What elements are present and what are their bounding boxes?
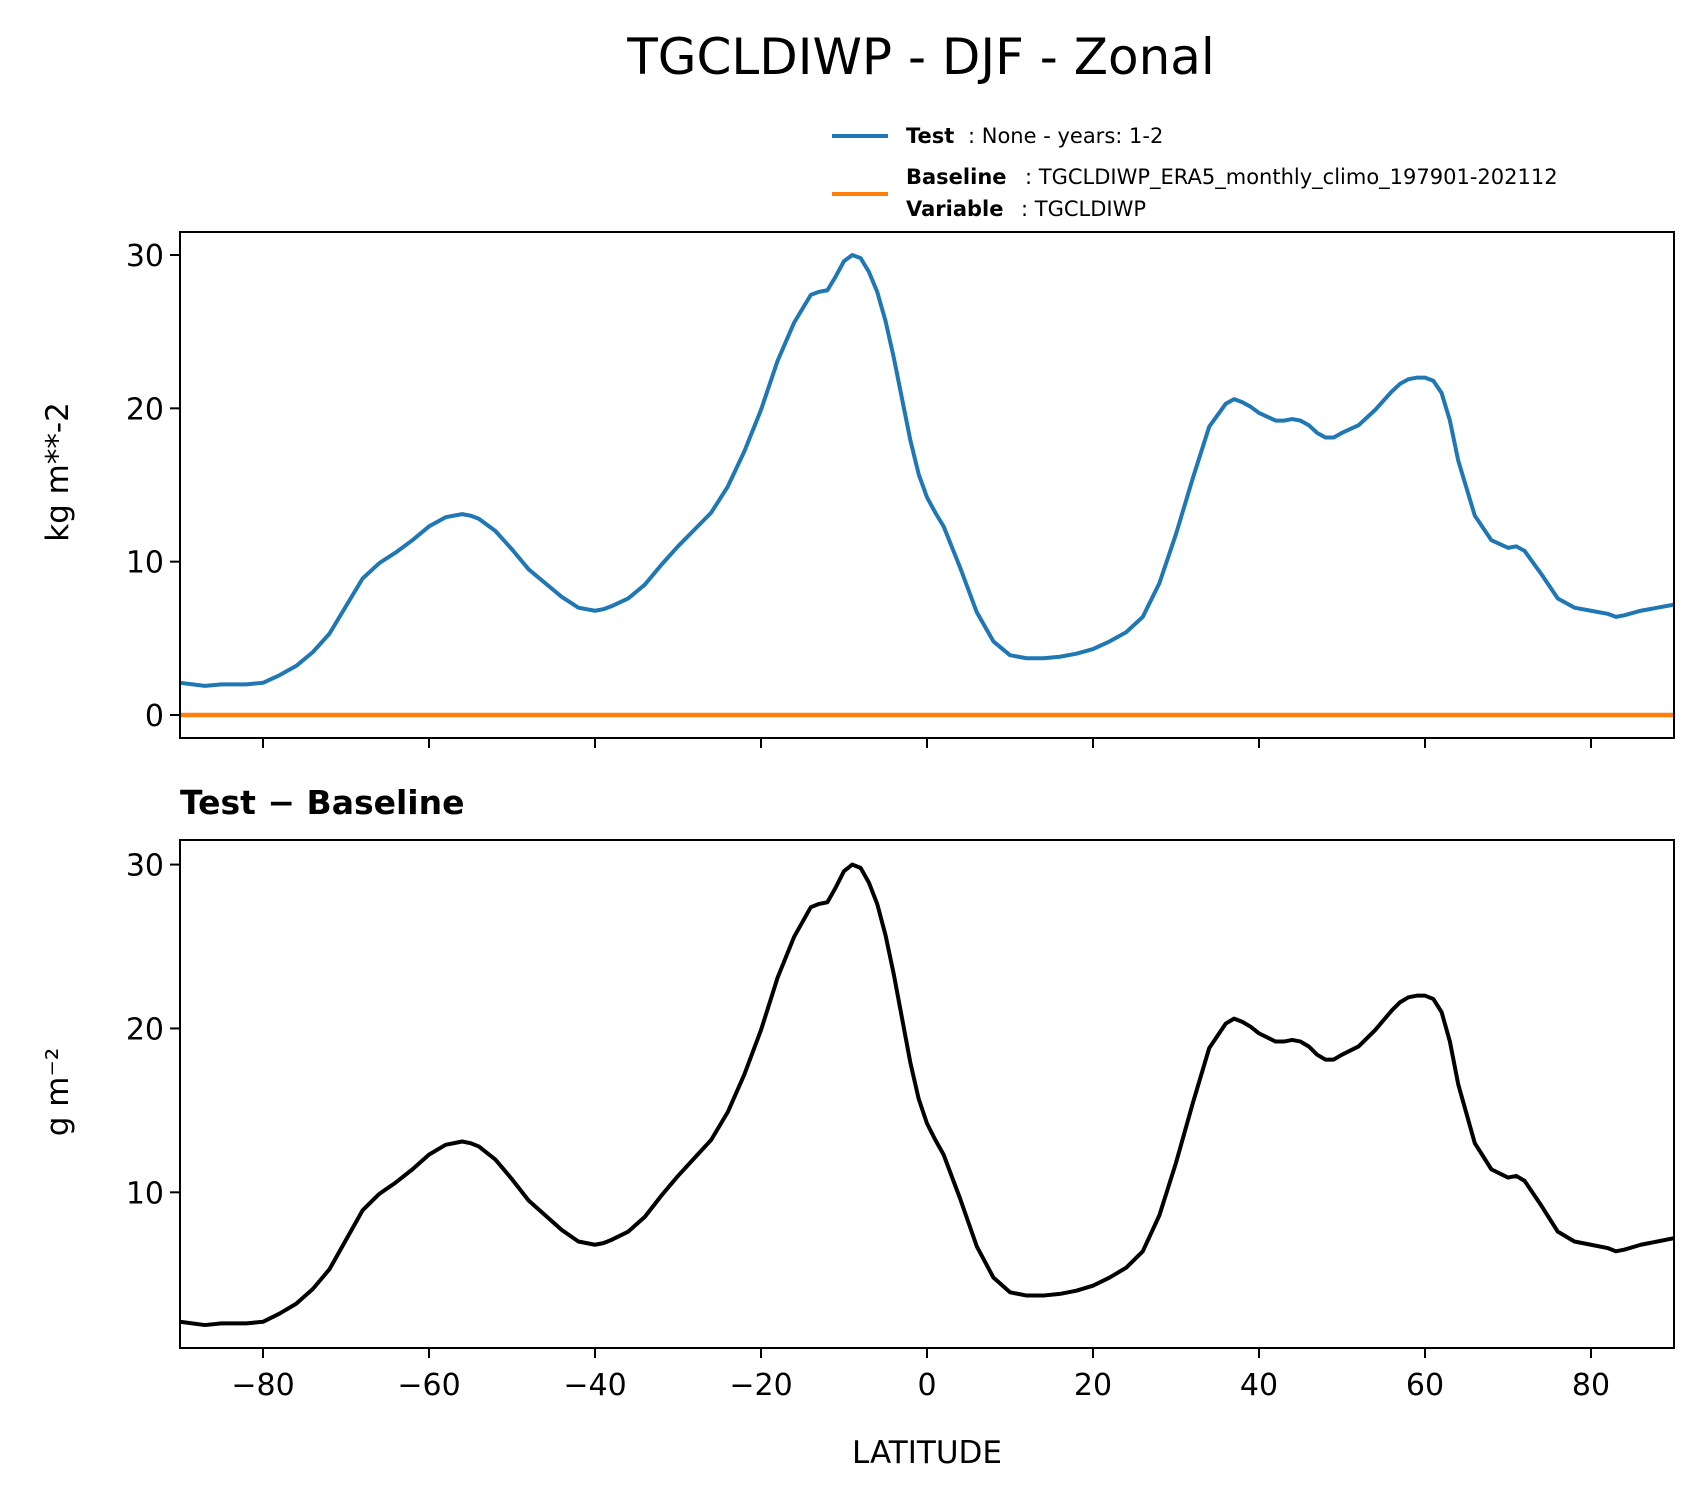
top-panel-frame (179, 231, 1675, 739)
x-tick-label: 0 (917, 1368, 936, 1403)
y-tick-label: 20 (126, 392, 164, 427)
y-tick-label: 0 (145, 699, 164, 734)
bottom-panel-ylabel: g m⁻² (40, 1048, 76, 1137)
top-panel-ylabel: kg m**-2 (40, 402, 76, 542)
y-tick-label: 10 (126, 1176, 164, 1211)
legend-baseline-desc: : TGCLDIWP_ERA5_monthly_climo_197901-202… (1025, 165, 1558, 190)
y-tick-label: 10 (126, 546, 164, 581)
bottom-panel-frame (179, 839, 1675, 1349)
bottom-panel-xlabel: LATITUDE (852, 1435, 1002, 1471)
x-tick-label: 40 (1240, 1368, 1278, 1403)
x-tick-label: −80 (231, 1368, 294, 1403)
bottom-panel-title: Test − Baseline (180, 783, 465, 822)
bottom-panel: Test − Baseline g m⁻² 10 20 30 −80 −60 −40 −20… (40, 783, 1675, 1471)
x-tick-label: −40 (563, 1368, 626, 1403)
x-tick-label: 20 (1074, 1368, 1112, 1403)
x-tick-label: 60 (1406, 1368, 1444, 1403)
y-tick-label: 30 (126, 239, 164, 274)
x-tick-label: −60 (397, 1368, 460, 1403)
y-tick-label: 30 (126, 849, 164, 884)
legend-test-name: Test (906, 124, 954, 148)
x-tick-label: −20 (729, 1368, 792, 1403)
legend-baseline-name: Baseline (906, 165, 1007, 189)
y-tick-label: 20 (126, 1012, 164, 1047)
top-panel: kg m**-2 0 10 20 30 (40, 231, 1675, 748)
legend-variable-desc: : TGCLDIWP (1021, 197, 1146, 221)
difference-series-line (179, 862, 1675, 1328)
figure-title: TGCLDIWP - DJF - Zonal (626, 28, 1215, 86)
legend: Test : None - years: 1-2 Baseline : TGCL… (832, 124, 1558, 221)
legend-test-desc: : None - years: 1-2 (968, 124, 1163, 148)
test-series-line (179, 253, 1675, 688)
x-tick-label: 80 (1572, 1368, 1610, 1403)
legend-variable-name: Variable (906, 197, 1003, 221)
